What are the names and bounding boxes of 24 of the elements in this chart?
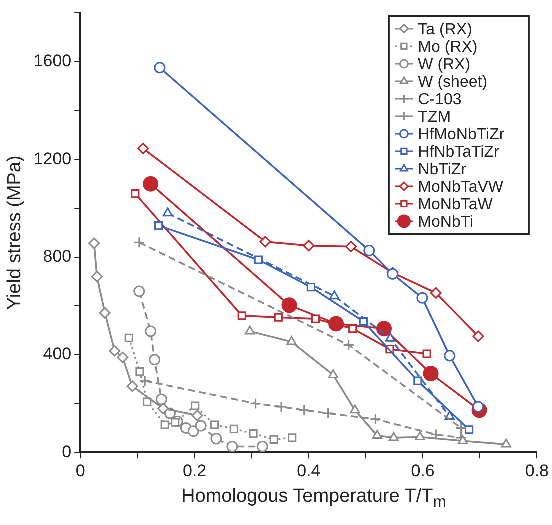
legend-label: TZM [418,108,452,126]
y-tick-label: 0 [62,442,72,462]
y-axis-title: Yield stress (MPa) [4,156,26,310]
legend-label: C-103 [418,91,462,108]
y-tick-label: 800 [43,247,72,266]
legend-label: W (RX) [418,56,471,74]
x-tick-label: 0.6 [411,461,435,480]
legend-label: HfNbTaTiZr [418,144,500,161]
y-tick-label: 400 [43,344,72,364]
x-tick-label: 0.4 [297,461,321,480]
x-axis-title: Homologous Temperature T/T$_{m}$ [180,486,448,512]
legend-label: W (sheet) [418,74,488,91]
x-tick-label: 0 [76,461,86,480]
legend-label: MoNbTi [418,214,474,231]
x-tick-label: 0.8 [525,461,550,480]
y-tick-label: 1200 [34,149,72,168]
legend-label: NbTiZr [418,161,468,178]
legend-label: HfMoNbTiZr [418,126,506,144]
x-tick-label: 0.2 [182,461,207,480]
legend-label: MoNbTaVW [418,178,504,196]
legend-label: Ta (RX) [418,21,472,38]
legend-label: Mo (RX) [418,38,478,56]
legend-label: MoNbTaW [418,196,494,214]
y-tick-label: 1600 [34,52,72,71]
